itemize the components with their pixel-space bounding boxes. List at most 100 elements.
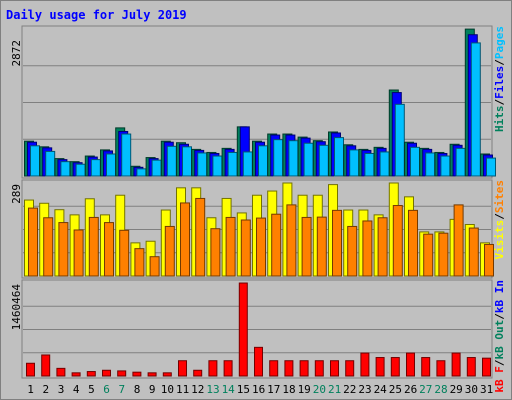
x-tick-label: 21 bbox=[328, 383, 341, 396]
x-tick-label: 24 bbox=[374, 383, 388, 396]
legend-sep4: / bbox=[493, 359, 506, 366]
x-tick-label: 8 bbox=[134, 383, 141, 396]
bar-kb-f-day-26 bbox=[406, 352, 415, 377]
legend-sep2: / bbox=[493, 59, 506, 66]
bar-pages-day-5 bbox=[90, 159, 101, 177]
x-tick-label: 23 bbox=[358, 383, 371, 396]
bar-kb-f-day-31 bbox=[482, 357, 491, 377]
bar-sites-day-27 bbox=[423, 233, 434, 277]
bar-sites-day-3 bbox=[58, 222, 69, 277]
bar-sites-day-6 bbox=[104, 222, 114, 277]
bar-pages-day-7 bbox=[121, 133, 132, 177]
x-tick-label: 10 bbox=[161, 383, 174, 396]
bar-pages-day-3 bbox=[60, 161, 71, 177]
bar-kb-f-day-3 bbox=[56, 367, 66, 377]
bar-kb-f-day-25 bbox=[390, 357, 400, 377]
bar-pages-day-13 bbox=[212, 155, 223, 177]
bar-pages-day-30 bbox=[470, 42, 481, 177]
legend-kbf_label: kB F bbox=[493, 366, 506, 393]
bar-sites-day-12 bbox=[195, 197, 206, 277]
bar-kb-f-day-13 bbox=[208, 360, 218, 377]
bar-pages-day-10 bbox=[166, 145, 177, 177]
bar-pages-day-2 bbox=[45, 150, 56, 177]
bar-sites-day-5 bbox=[88, 216, 99, 277]
x-tick-label: 22 bbox=[343, 383, 356, 396]
bar-sites-day-28 bbox=[438, 232, 449, 277]
bar-sites-day-24 bbox=[377, 217, 388, 277]
bar-sites-day-14 bbox=[225, 216, 236, 277]
bar-pages-day-6 bbox=[106, 153, 116, 177]
bar-kb-f-day-14 bbox=[223, 360, 233, 377]
x-tick-label: 20 bbox=[313, 383, 326, 396]
bar-sites-day-26 bbox=[408, 209, 418, 277]
bar-sites-day-8 bbox=[134, 248, 145, 277]
x-tick-label: 27 bbox=[419, 383, 432, 396]
kbytes-max-label: 1460464 bbox=[10, 284, 23, 331]
bar-kb-f-day-7 bbox=[117, 370, 127, 377]
bar-sites-day-13 bbox=[210, 228, 221, 277]
bar-pages-day-24 bbox=[379, 151, 390, 177]
bar-sites-day-29 bbox=[453, 204, 464, 277]
x-tick-label: 13 bbox=[206, 383, 219, 396]
bar-kb-f-day-6 bbox=[102, 369, 111, 377]
legend-kbi_label: kB In bbox=[493, 280, 506, 313]
bar-pages-day-31 bbox=[486, 157, 496, 177]
bar-sites-day-31 bbox=[484, 243, 494, 277]
bar-sites-day-19 bbox=[301, 216, 312, 277]
legend-sep1: / bbox=[493, 99, 506, 106]
x-tick-label: 2 bbox=[42, 383, 49, 396]
bar-kb-f-day-8 bbox=[132, 371, 142, 377]
bar-sites-day-11 bbox=[180, 202, 190, 277]
legend-sep5: / bbox=[493, 313, 506, 320]
bar-sites-day-7 bbox=[119, 229, 130, 277]
x-tick-label: 3 bbox=[58, 383, 65, 396]
bar-kb-f-day-9 bbox=[147, 372, 157, 377]
legend-hits_label: Hits bbox=[493, 106, 506, 133]
x-tick-label: 17 bbox=[267, 383, 280, 396]
legend-kbo_label: kB Out bbox=[493, 320, 506, 360]
bar-kb-f-day-21 bbox=[330, 360, 339, 377]
x-tick-label: 6 bbox=[103, 383, 110, 396]
bar-kb-f-day-30 bbox=[466, 357, 476, 377]
legend-visits_label: Visits bbox=[493, 220, 506, 260]
x-tick-label: 7 bbox=[118, 383, 125, 396]
bar-pages-day-12 bbox=[197, 152, 208, 177]
bar-sites-day-9 bbox=[149, 256, 160, 277]
bar-pages-day-14 bbox=[227, 151, 238, 177]
bar-kb-f-day-12 bbox=[193, 369, 203, 377]
bar-sites-day-4 bbox=[73, 229, 84, 277]
bar-kb-f-day-16 bbox=[254, 346, 263, 377]
bar-pages-day-17 bbox=[273, 139, 284, 177]
bar-kb-f-day-2 bbox=[41, 354, 51, 377]
x-tick-label: 4 bbox=[73, 383, 80, 396]
bar-pages-day-25 bbox=[394, 103, 405, 177]
bar-kb-f-day-18 bbox=[284, 360, 294, 377]
bar-sites-day-2 bbox=[43, 217, 54, 277]
bar-pages-day-21 bbox=[334, 137, 344, 177]
bar-sites-day-23 bbox=[362, 220, 373, 277]
x-tick-label: 29 bbox=[450, 383, 463, 396]
bar-pages-day-27 bbox=[425, 152, 436, 177]
bar-pages-day-23 bbox=[364, 152, 375, 177]
bar-kb-f-day-19 bbox=[299, 360, 309, 377]
legend-sites_label: Sites bbox=[493, 180, 506, 213]
bar-sites-day-25 bbox=[392, 205, 403, 277]
x-tick-label: 30 bbox=[465, 383, 478, 396]
bar-pages-day-22 bbox=[349, 149, 360, 177]
x-tick-label: 19 bbox=[298, 383, 311, 396]
bar-kb-f-day-20 bbox=[314, 360, 324, 377]
legend-pages_label: Pages bbox=[493, 26, 506, 59]
hits-max-label: 2872 bbox=[10, 40, 23, 67]
bar-sites-day-16 bbox=[256, 217, 266, 277]
bar-sites-day-20 bbox=[316, 216, 327, 277]
bar-pages-day-20 bbox=[318, 144, 329, 177]
bar-sites-day-1 bbox=[28, 207, 38, 277]
bar-kb-f-day-22 bbox=[345, 360, 355, 377]
visits-legend: Visits/Sites bbox=[493, 180, 506, 260]
bar-kb-f-day-29 bbox=[451, 352, 461, 377]
bar-pages-day-4 bbox=[75, 163, 86, 177]
bar-pages-day-8 bbox=[136, 168, 147, 177]
legend-sep3: / bbox=[493, 213, 506, 220]
